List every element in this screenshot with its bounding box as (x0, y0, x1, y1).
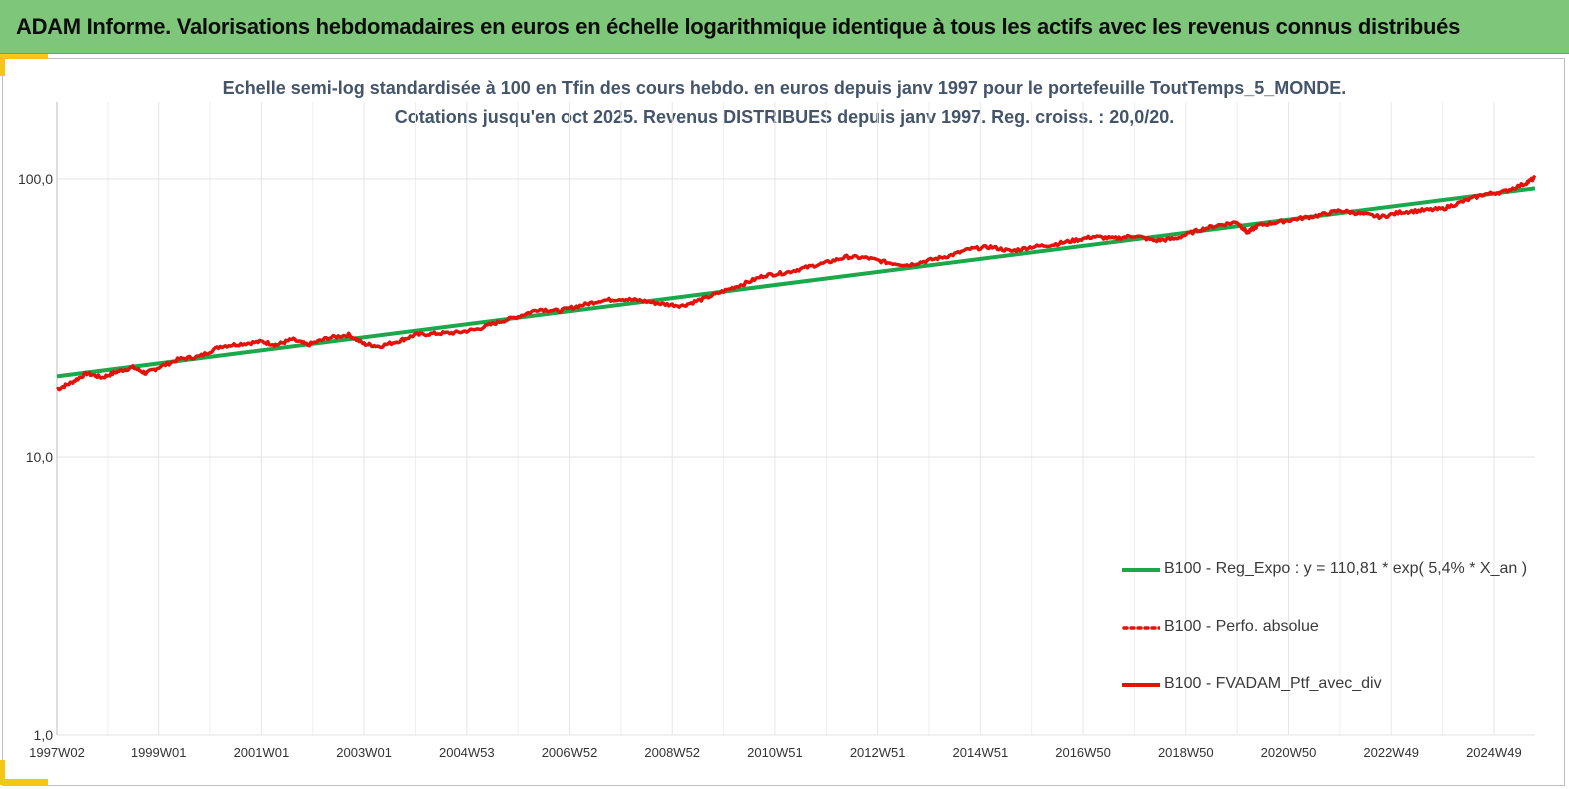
x-tick-label: 1999W01 (131, 745, 187, 760)
legend-label-portfolio: B100 - FVADAM_Ptf_avec_div (1164, 675, 1382, 692)
x-tick-label: 2001W01 (234, 745, 290, 760)
x-tick-label: 2014W51 (953, 745, 1009, 760)
x-tick-label: 2003W01 (336, 745, 392, 760)
x-tick-label: 2004W53 (439, 745, 495, 760)
grid (56, 102, 1535, 736)
y-tick-label: 100,0 (18, 171, 53, 187)
page-title: ADAM Informe. Valorisations hebdomadaire… (16, 14, 1461, 39)
y-tick-label: 10,0 (26, 449, 53, 465)
legend-label-perfo-absolue: B100 - Perfo. absolue (1164, 618, 1319, 635)
header-banner: ADAM Informe. Valorisations hebdomadaire… (0, 0, 1569, 54)
x-tick-label: 2008W52 (644, 745, 700, 760)
corner-accent-top-h (0, 54, 48, 59)
x-tick-label: 2020W50 (1261, 745, 1317, 760)
x-tick-label: 2006W52 (542, 745, 598, 760)
x-tick-label: 2024W49 (1466, 745, 1522, 760)
legend-swatch-portfolio (1122, 683, 1160, 687)
x-tick-label: 2016W50 (1055, 745, 1111, 760)
x-tick-label: 1997W02 (29, 745, 85, 760)
legend-label-regression: B100 - Reg_Expo : y = 110,81 * exp( 5,4%… (1164, 560, 1528, 577)
corner-accent-top-v (0, 54, 5, 76)
x-tick-label: 2012W51 (850, 745, 906, 760)
chart-frame (2, 58, 1565, 786)
chart-title-line-2: Cotations jusqu'en oct 2025. Revenus DIS… (394, 107, 1175, 127)
corner-accent-bottom-v (0, 760, 5, 785)
corner-accent-bottom-h (0, 779, 48, 785)
legend-swatch-perfo-absolue (1122, 626, 1160, 630)
series (56, 175, 1537, 392)
axes: 1997W02 1999W01 2001W01 2003W01 2004W53 2006W… (18, 102, 1522, 760)
x-tick-label: 2018W50 (1158, 745, 1214, 760)
chart-title-line-1: Echelle semi-log standardisée à 100 en T… (222, 78, 1347, 98)
legend-swatch-regression (1122, 568, 1160, 572)
portfolio-line (56, 175, 1537, 392)
x-tick-label: 2010W51 (747, 745, 803, 760)
y-tick-label: 1,0 (34, 727, 54, 743)
x-tick-label: 2022W49 (1363, 745, 1419, 760)
